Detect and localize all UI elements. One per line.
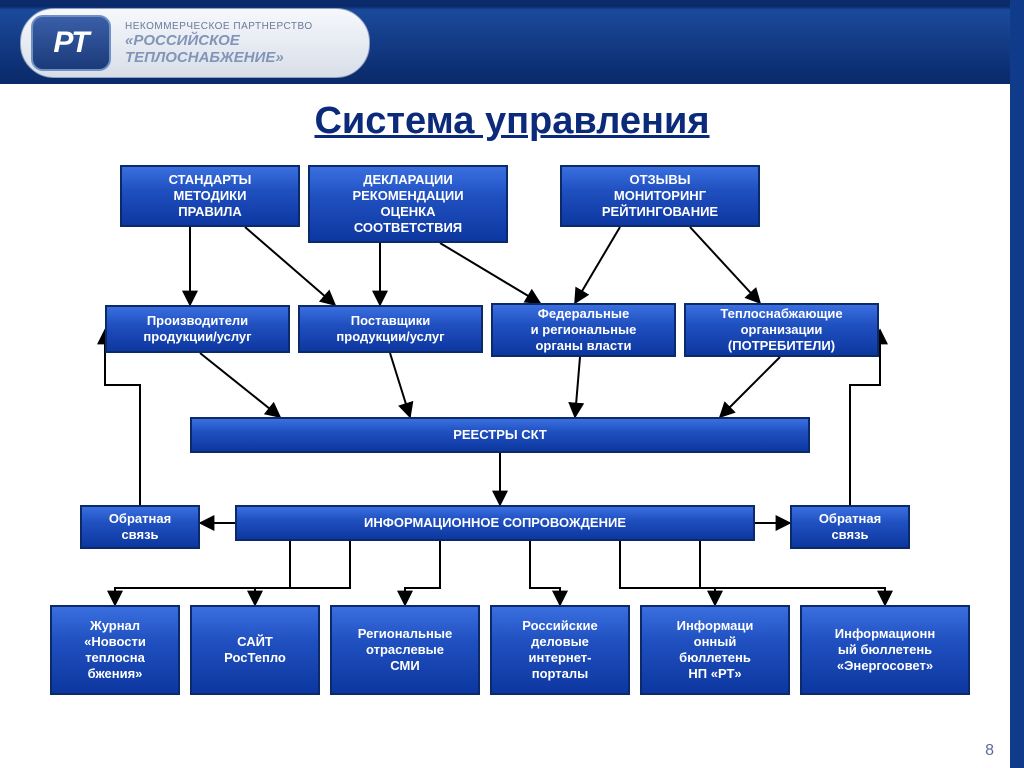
logo-line2: «РОССИЙСКОЕ [125,32,313,49]
logo-text: НЕКОММЕРЧЕСКОЕ ПАРТНЕРСТВО «РОССИЙСКОЕ Т… [125,21,313,66]
node-n11: Обратнаясвязь [790,505,910,549]
node-n3: ОТЗЫВЫМОНИТОРИНГРЕЙТИНГОВАНИЕ [560,165,760,227]
node-b1: Журнал«Новоститеплоснабжения» [50,605,180,695]
flowchart-diagram: СТАНДАРТЫМЕТОДИКИПРАВИЛАДЕКЛАРАЦИИРЕКОМЕ… [20,155,994,732]
node-b2: САЙТРосТепло [190,605,320,695]
node-n10: ИНФОРМАЦИОННОЕ СОПРОВОЖДЕНИЕ [235,505,755,541]
node-n4: Производителипродукции/услуг [105,305,290,353]
node-n5: Поставщикипродукции/услуг [298,305,483,353]
node-n8: РЕЕСТРЫ СКТ [190,417,810,453]
node-n7: Теплоснабжающиеорганизации(ПОТРЕБИТЕЛИ) [684,303,879,357]
node-b3: РегиональныеотраслевыеСМИ [330,605,480,695]
node-n2: ДЕКЛАРАЦИИРЕКОМЕНДАЦИИОЦЕНКАСООТВЕТСТВИЯ [308,165,508,243]
page-number: 8 [985,742,994,760]
logo-pill: РТ НЕКОММЕРЧЕСКОЕ ПАРТНЕРСТВО «РОССИЙСКО… [20,8,370,78]
logo-line3: ТЕПЛОСНАБЖЕНИЕ» [125,49,313,66]
header-bar: РТ НЕКОММЕРЧЕСКОЕ ПАРТНЕРСТВО «РОССИЙСКО… [0,0,1024,84]
node-n9: Обратнаясвязь [80,505,200,549]
node-n6: Федеральныеи региональныеорганы власти [491,303,676,357]
node-b6: Информационный бюллетень«Энергосовет» [800,605,970,695]
logo-line1: НЕКОММЕРЧЕСКОЕ ПАРТНЕРСТВО [125,21,313,32]
page-title: Система управления [0,100,1024,143]
node-n1: СТАНДАРТЫМЕТОДИКИПРАВИЛА [120,165,300,227]
node-b4: Российскиеделовыеинтернет-порталы [490,605,630,695]
node-b5: ИнформационныйбюллетеньНП «РТ» [640,605,790,695]
logo-badge: РТ [31,15,111,71]
